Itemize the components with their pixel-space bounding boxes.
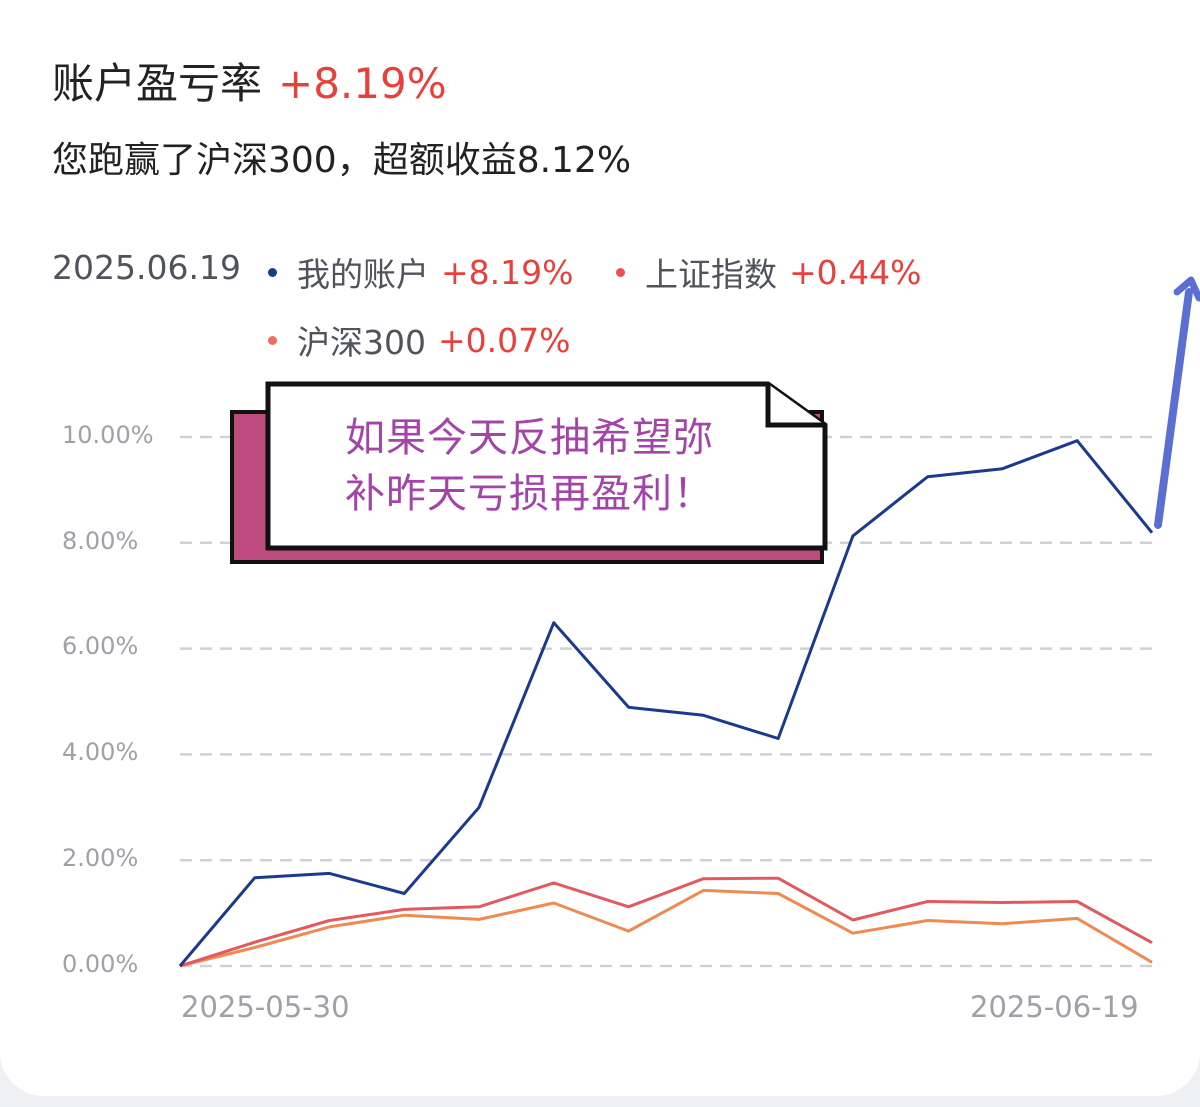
y-tick-label: 2.00% [62,844,139,872]
note-paper [265,381,828,551]
legend-label: 沪深300 [297,323,426,362]
series-line-csi300 [179,888,1153,968]
page-title: 账户盈亏率 [52,59,263,108]
annotation-line-1: 如果今天反抽希望弥 [345,415,714,461]
legend-value: +0.07% [438,320,571,360]
benchmark-comparison-text: 您跑赢了沪深300，超额收益8.12% [52,140,632,181]
legend-item-csi300[interactable]: 沪深300 +0.07% [268,316,570,364]
y-tick-label: 0.00% [62,950,139,978]
legend-label: 我的账户 [297,255,429,294]
annotation-line-2: 补昨天亏损再盈利！ [345,471,714,517]
series-dot-icon [268,335,277,345]
series-dot-icon [616,267,625,277]
annotation-note-text: 如果今天反抽希望弥 补昨天亏损再盈利！ [345,410,765,522]
legend-label: 上证指数 [645,255,777,294]
series-dot-icon [268,267,277,277]
account-return-value: +8.19% [278,59,447,108]
title-row: 账户盈亏率 +8.19% [52,50,447,108]
y-tick-label: 8.00% [62,527,139,555]
y-tick-label: 10.00% [62,421,154,449]
legend-value: +8.19% [441,252,574,292]
legend-item-my-account[interactable]: 我的账户 +8.19% [268,248,573,296]
legend-item-shanghai-index[interactable]: 上证指数 +0.44% [616,248,921,296]
x-tick-label-end: 2025-06-19 [970,990,1139,1024]
legend-date: 2025.06.19 [52,248,241,287]
series-line-shanghai-index [179,876,1153,968]
legend-value: +0.44% [789,252,922,292]
y-tick-label: 6.00% [62,632,139,660]
series-line-my-account [178,439,1154,967]
y-tick-label: 4.00% [62,738,139,766]
x-tick-label-start: 2025-05-30 [181,990,350,1024]
